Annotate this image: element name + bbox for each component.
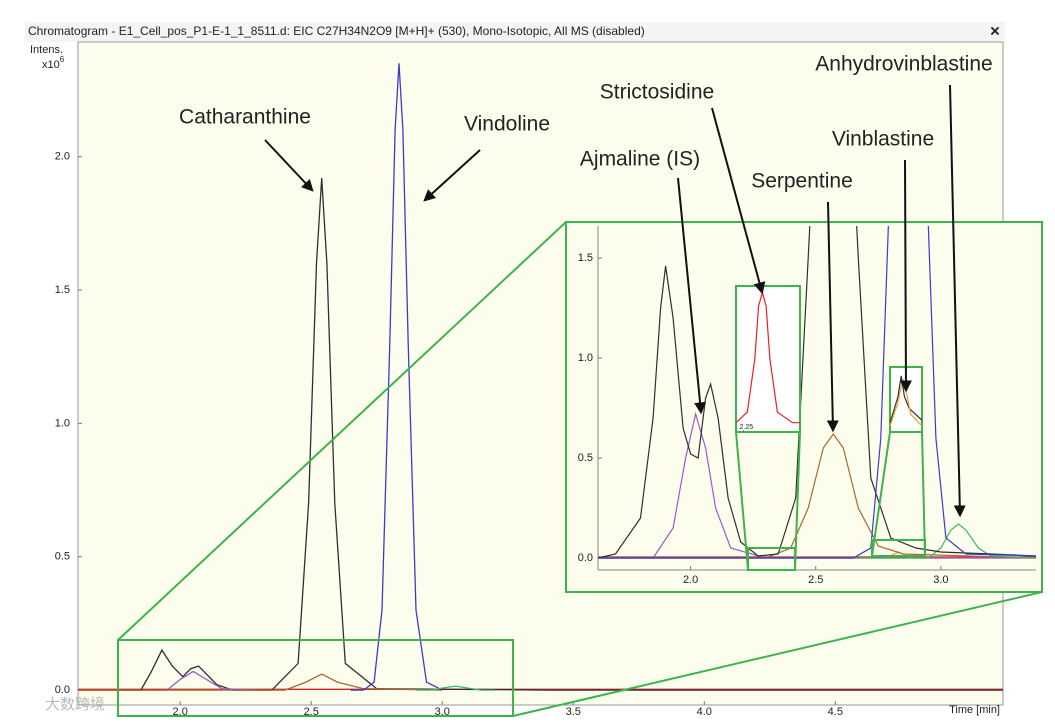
arrow bbox=[423, 149, 481, 202]
trace bbox=[78, 673, 443, 691]
trace bbox=[416, 685, 495, 691]
y-tick-label: 1.0 bbox=[578, 352, 593, 364]
annotation: Anhydrovinblastine bbox=[815, 53, 992, 76]
zoom-region bbox=[117, 639, 514, 717]
annotation: Vindoline bbox=[464, 113, 550, 136]
zoom-connector bbox=[512, 591, 1043, 717]
y-axis-label: Intens. bbox=[30, 44, 63, 56]
mini-frame bbox=[735, 285, 801, 433]
watermark: 大数跨境 bbox=[45, 695, 105, 713]
title-bar bbox=[25, 22, 1005, 42]
y-tick-label: 1.5 bbox=[55, 284, 70, 296]
zoom-connector bbox=[735, 431, 749, 571]
zoom-connector bbox=[794, 431, 801, 571]
x-tick-label: 2.0 bbox=[173, 706, 188, 718]
y-tick-label: 0.0 bbox=[55, 684, 70, 696]
y-tick-label: 1.0 bbox=[55, 417, 70, 429]
zoom-connector bbox=[117, 221, 567, 641]
x-tick-label: 3.0 bbox=[933, 574, 948, 586]
trace bbox=[598, 432, 1036, 559]
x-tick-label: 3.5 bbox=[566, 706, 581, 718]
x-tick-label: 2.5 bbox=[304, 706, 319, 718]
x-tick-label: 3.0 bbox=[435, 706, 450, 718]
mini-chart: 2.25 bbox=[736, 290, 800, 432]
trace bbox=[736, 290, 800, 424]
y-tick-label: 1.5 bbox=[578, 252, 593, 264]
annotation: Catharanthine bbox=[179, 106, 311, 129]
window-title: Chromatogram - E1_Cell_pos_P1-E-1_1_8511… bbox=[28, 24, 645, 38]
x-tick-label: 2.25 bbox=[740, 424, 754, 431]
zoom-connector bbox=[921, 431, 926, 557]
trace bbox=[598, 226, 1036, 559]
arrow bbox=[899, 159, 912, 393]
x-tick-label: 4.5 bbox=[828, 706, 843, 718]
main-chart: 0.0 0.5 1.0 1.5 2.0 2.0 2.5 3.0 3.5 4.0 4.5 bbox=[55, 63, 1003, 718]
trace bbox=[598, 226, 1036, 559]
y-multiplier-base: x10 bbox=[42, 59, 60, 71]
trace bbox=[350, 63, 443, 691]
close-button[interactable]: × bbox=[990, 21, 1000, 40]
arrow bbox=[677, 177, 707, 415]
zoom-connector bbox=[871, 431, 891, 557]
arrow bbox=[264, 139, 314, 192]
annotation: Vinblastine bbox=[832, 128, 934, 151]
y-tick-label: 2.0 bbox=[55, 151, 70, 163]
x-tick-label: 2.0 bbox=[683, 574, 698, 586]
annotation: Ajmaline (IS) bbox=[580, 148, 700, 171]
y-tick-label: 0.5 bbox=[55, 551, 70, 563]
y-multiplier: x106 bbox=[42, 55, 65, 71]
inset-frame bbox=[565, 221, 1043, 593]
annotation: Strictosidine bbox=[600, 81, 714, 104]
arrow bbox=[826, 201, 839, 433]
x-tick-label: 4.0 bbox=[697, 706, 712, 718]
y-tick-label: 0.0 bbox=[578, 552, 593, 564]
arrow bbox=[949, 84, 966, 518]
arrow bbox=[711, 107, 766, 295]
x-axis-label: Time [min] bbox=[949, 704, 1000, 716]
y-tick-label: 0.5 bbox=[578, 452, 593, 464]
annotation: Serpentine bbox=[751, 170, 853, 193]
y-multiplier-exponent: 6 bbox=[60, 55, 65, 64]
inset-chart: 0.0 0.5 1.0 1.5 2.0 2.5 3.0 bbox=[578, 226, 1036, 586]
x-tick-label: 2.5 bbox=[808, 574, 823, 586]
